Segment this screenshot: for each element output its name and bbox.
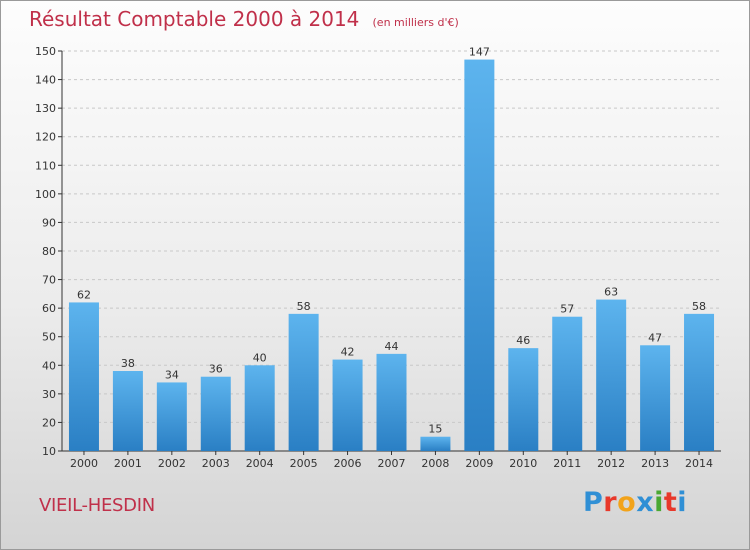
y-tick-label: 140	[35, 74, 56, 87]
bar-2004	[244, 365, 275, 451]
chart-subtitle: (en milliers d'€)	[372, 16, 459, 29]
x-tick-label-2004: 2004	[246, 457, 274, 470]
bar-2000	[68, 302, 99, 451]
bar-2008	[420, 436, 451, 451]
data-label-2002: 34	[165, 368, 179, 381]
logo-letter: x	[636, 487, 655, 518]
logo-letter: i	[654, 487, 664, 518]
data-label-2013: 47	[648, 331, 662, 344]
data-label-2011: 57	[560, 303, 574, 316]
labels: 62 2000 38 2001 34 2002 36 2003 40 2004 58 2005 42 20…	[70, 46, 713, 470]
chart-title: Résultat Comptable 2000 à 2014	[29, 7, 360, 31]
logo-letter: i	[677, 487, 688, 518]
y-tick-label: 30	[42, 388, 56, 401]
x-tick-label-2005: 2005	[290, 457, 318, 470]
x-tick-label-2001: 2001	[114, 457, 142, 470]
y-tick-label: 100	[35, 188, 56, 201]
y-tick-label: 70	[42, 274, 56, 287]
x-tick-label-2006: 2006	[334, 457, 362, 470]
logo-letter: r	[603, 487, 618, 518]
data-label-2006: 42	[341, 346, 355, 359]
y-tick-label: 130	[35, 102, 56, 115]
bar-2010	[508, 348, 539, 451]
x-tick-label-2002: 2002	[158, 457, 186, 470]
x-tick-label-2000: 2000	[70, 457, 98, 470]
x-tick-label-2011: 2011	[553, 457, 581, 470]
data-label-2008: 15	[428, 423, 442, 436]
bar-2014	[684, 313, 715, 451]
x-tick-label-2009: 2009	[465, 457, 493, 470]
y-tick-label: 120	[35, 131, 56, 144]
data-label-2004: 40	[253, 351, 267, 364]
y-tick-label: 20	[42, 416, 56, 429]
data-label-2000: 62	[77, 288, 91, 301]
logo-letter: t	[663, 487, 678, 518]
x-tick-label-2003: 2003	[202, 457, 230, 470]
y-tick-label: 90	[42, 216, 56, 229]
y-tick-label: 10	[42, 445, 56, 458]
title-row: Résultat Comptable 2000 à 2014 (en milli…	[29, 7, 459, 31]
proxiti-logo: Proxiti	[583, 487, 687, 518]
x-tick-label-2007: 2007	[378, 457, 406, 470]
data-label-2010: 46	[516, 334, 530, 347]
data-label-2012: 63	[604, 286, 618, 299]
bar-2012	[596, 299, 627, 451]
data-label-2001: 38	[121, 357, 135, 370]
x-tick-label-2012: 2012	[597, 457, 625, 470]
bar-2003	[200, 376, 231, 451]
bar-2005	[288, 313, 319, 451]
bar-2013	[640, 345, 671, 451]
y-tick-label: 60	[42, 302, 56, 315]
y-tick-label: 150	[35, 45, 56, 58]
x-tick-label-2008: 2008	[421, 457, 449, 470]
data-label-2005: 58	[297, 300, 311, 313]
logo-letter: o	[617, 487, 637, 518]
y-tick-label: 80	[42, 245, 56, 258]
commune-name: VIEIL-HESDIN	[39, 495, 155, 516]
data-label-2003: 36	[209, 363, 223, 376]
bar-2001	[112, 371, 143, 451]
data-label-2007: 44	[385, 340, 399, 353]
x-tick-label-2010: 2010	[509, 457, 537, 470]
x-tick-label-2013: 2013	[641, 457, 669, 470]
bar-2006	[332, 359, 363, 451]
axes: 10 20 30 40 50 60 70 80 90 100 110 120 130 140 150	[35, 45, 721, 458]
bar-2009	[464, 59, 495, 451]
x-tick-label-2014: 2014	[685, 457, 713, 470]
bars	[68, 59, 715, 451]
data-label-2014: 58	[692, 300, 706, 313]
bar-2007	[376, 353, 407, 451]
y-tick-label: 40	[42, 359, 56, 372]
bar-2011	[552, 316, 583, 451]
bar-2002	[156, 382, 187, 451]
data-label-2009: 147	[469, 46, 490, 59]
y-tick-label: 50	[42, 331, 56, 344]
y-tick-label: 110	[35, 159, 56, 172]
logo-letter: P	[583, 487, 604, 518]
